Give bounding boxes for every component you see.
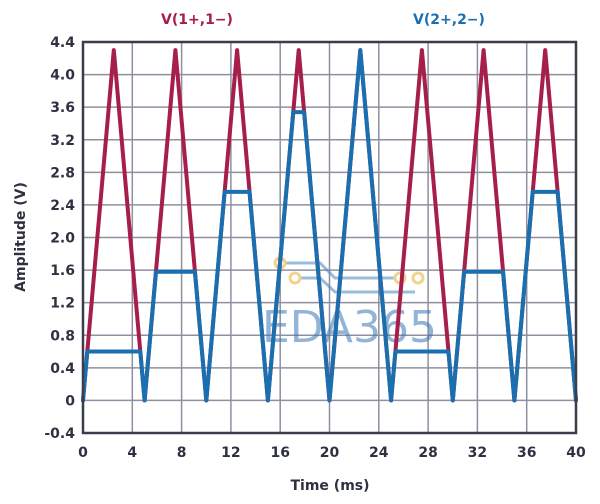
eda365-watermark: EDA365 <box>262 256 437 353</box>
x-tick-label: 20 <box>320 445 340 461</box>
y-tick-label: 1.6 <box>50 263 75 279</box>
x-tick-label: 24 <box>369 445 389 461</box>
x-tick-label: 4 <box>127 445 137 461</box>
y-tick-label: -0.4 <box>44 426 75 442</box>
series-line-2 <box>81 48 578 403</box>
y-tick-label: 2.8 <box>50 165 75 181</box>
x-tick-label: 36 <box>517 445 536 461</box>
y-tick-label: 4.4 <box>50 35 75 51</box>
y-tick-label: 2.4 <box>50 198 75 214</box>
x-tick-labels: 0 4 8 12 16 20 24 28 32 36 40 <box>78 445 586 461</box>
x-tick-label: 8 <box>177 445 187 461</box>
y-tick-label: 3.2 <box>50 133 75 149</box>
y-tick-label: 0 <box>65 393 75 409</box>
y-tick-label: 4.0 <box>50 68 75 84</box>
x-tick-label: 12 <box>221 445 240 461</box>
y-tick-labels: 4.4 4.0 3.6 3.2 2.8 2.4 2.0 1.6 1.2 0.8 0.4 0 -0.4 <box>44 35 75 442</box>
x-tick-label: 0 <box>78 445 88 461</box>
x-tick-label: 28 <box>418 445 437 461</box>
plot-frame <box>81 40 578 435</box>
x-tick-label: 40 <box>566 445 586 461</box>
y-tick-label: 0.8 <box>50 328 75 344</box>
y-tick-label: 2.0 <box>50 231 75 247</box>
watermark-text: EDA365 <box>262 302 437 353</box>
x-tick-label: 16 <box>270 445 289 461</box>
legend-v2: V(2+,2−) <box>413 12 485 28</box>
legend-v1: V(1+,1−) <box>161 12 233 28</box>
series-layer <box>81 48 578 403</box>
y-tick-label: 1.2 <box>50 296 75 312</box>
y-tick-label: 3.6 <box>50 100 75 116</box>
x-axis-title: Time (ms) <box>290 478 369 494</box>
x-tick-label: 32 <box>468 445 487 461</box>
y-tick-label: 0.4 <box>50 361 75 377</box>
y-axis-title: Amplitude (V) <box>13 182 29 292</box>
